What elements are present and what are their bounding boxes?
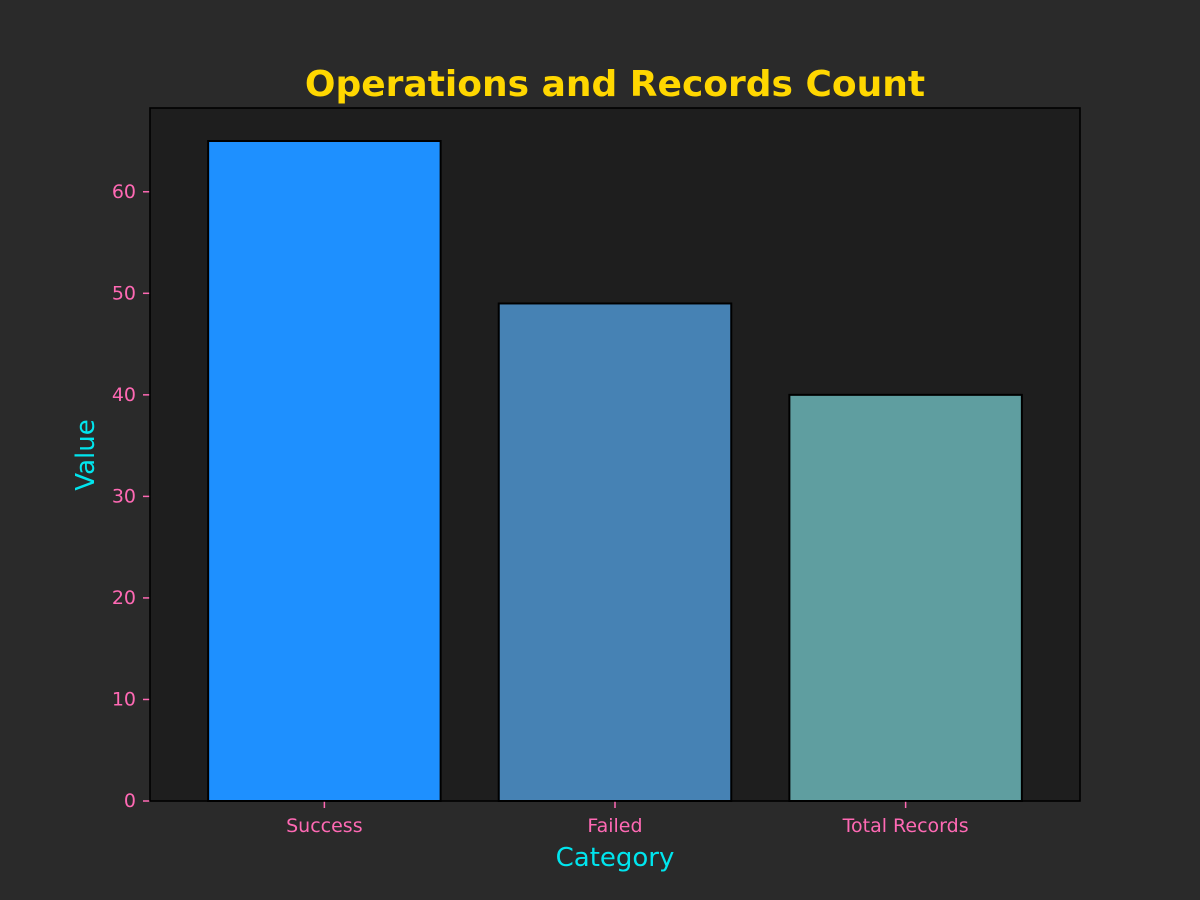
- bars-layer: [207, 140, 1023, 802]
- y-tick-label: 10: [112, 688, 136, 710]
- x-tick-label: Success: [286, 815, 362, 837]
- bar-failed: [497, 302, 733, 802]
- y-axis-label: Value: [71, 419, 101, 490]
- y-axis-ticks: 0 10 20 30 40 50 60: [112, 181, 150, 812]
- x-axis-ticks: Success Failed Total Records: [286, 801, 969, 837]
- y-tick-label: 40: [112, 384, 136, 406]
- y-tick-label: 50: [112, 282, 136, 304]
- plot-frame: [149, 107, 1081, 802]
- y-tick-label: 20: [112, 587, 136, 609]
- x-tick-label: Failed: [587, 815, 642, 837]
- y-tick-label: 60: [112, 181, 136, 203]
- bar-success: [207, 140, 442, 802]
- y-tick-label: 0: [124, 790, 136, 812]
- chart-title: Operations and Records Count: [305, 64, 925, 105]
- x-axis-label: Category: [556, 843, 675, 873]
- y-tick-label: 30: [112, 485, 136, 507]
- bar-total-records: [788, 393, 1023, 802]
- x-tick-label: Total Records: [842, 815, 969, 837]
